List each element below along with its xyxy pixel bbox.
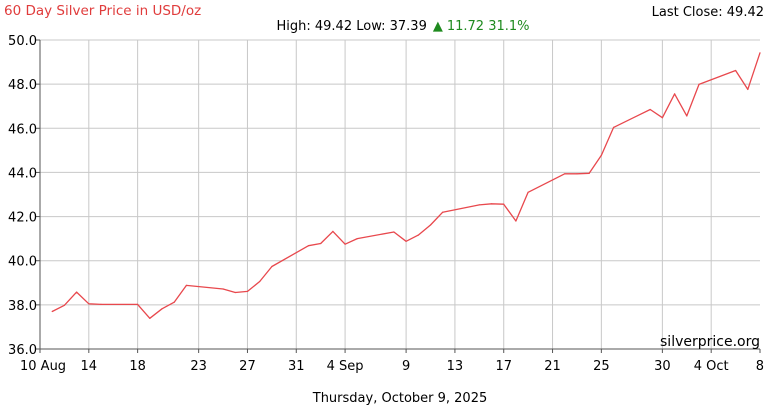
x-tick-label: 25 [593,359,610,374]
x-tick-label: 21 [544,359,561,374]
x-tick-label: 27 [239,359,256,374]
price-point [393,231,395,233]
chart-title: 60 Day Silver Price in USD/oz [4,3,201,19]
price-point [442,211,444,213]
change-arrow-icon: ▲ [433,19,443,34]
price-point [173,301,175,303]
y-tick-label: 42.0 [8,211,37,226]
y-tick-label: 40.0 [8,255,37,270]
price-point [246,290,249,292]
y-tick-label: 46.0 [8,122,37,137]
x-tick-label: 10 Aug [20,359,66,374]
price-point [405,240,407,242]
price-point [271,265,273,268]
x-tick-label: 13 [447,359,464,374]
price-point [63,304,65,306]
price-point [588,172,590,174]
price-point [661,117,664,119]
price-point [88,303,90,305]
x-tick-label: 8 [756,359,764,374]
x-tick-label: 31 [288,359,305,374]
x-tick-label: 23 [190,359,207,374]
price-point [417,234,419,236]
price-point [320,242,322,245]
price-point [649,108,651,111]
price-point [356,238,358,240]
price-point [332,230,334,232]
price-point [429,224,432,226]
price-point [259,280,261,283]
x-tick-label: 30 [654,359,671,374]
price-point [576,173,578,175]
y-tick-label: 48.0 [8,78,37,93]
change-value: 11.72 31.1% [447,19,530,34]
x-tick-label: 9 [402,359,410,374]
price-point [234,291,236,294]
price-point [686,115,688,117]
price-point [137,303,139,305]
price-point [747,88,749,90]
y-tick-label: 50.0 [8,34,37,49]
price-point [613,126,615,128]
price-point [515,220,517,222]
price-point [185,284,187,286]
price-point [307,245,310,247]
price-point [503,203,505,205]
watermark: silverprice.org [660,334,760,350]
x-tick-label: 18 [129,359,146,374]
price-point [674,93,676,95]
grid-lines [40,39,760,349]
x-tick-labels: 10 Aug 14 18 23 27 31 4 Sep 9 13 17 21 25 30 4 Oct 8 [20,359,764,374]
axes [36,39,761,353]
x-tick-label: 4 Oct [694,359,729,374]
y-tick-label: 44.0 [8,166,37,181]
price-point [344,243,346,245]
date-footer: Thursday, October 9, 2025 [312,391,488,406]
price-point [564,173,566,175]
price-point [600,154,603,156]
price-point [76,291,78,293]
high-low-summary: High: 49.42 Low: 37.39 ▲ 11.72 31.1% [276,19,529,34]
price-point [490,203,493,205]
y-tick-label: 36.0 [8,343,37,358]
price-point [527,191,529,193]
last-close-label: Last Close: 49.42 [652,5,764,20]
price-point [161,308,163,310]
price-point [759,52,761,54]
price-point [735,69,737,72]
y-tick-labels: 36.0 38.0 40.0 42.0 44.0 46.0 48.0 50.0 [8,34,37,358]
price-point [51,310,53,313]
x-tick-label: 14 [81,359,98,374]
y-tick-label: 38.0 [8,299,37,314]
price-point [222,288,224,290]
price-point [100,303,102,305]
high-low-text: High: 49.42 Low: 37.39 [276,19,426,34]
price-point [698,83,700,85]
price-point [149,317,151,319]
x-tick-label: 4 Sep [327,359,364,374]
x-tick-label: 17 [495,359,512,374]
price-point [478,204,480,206]
price-series [51,52,761,319]
